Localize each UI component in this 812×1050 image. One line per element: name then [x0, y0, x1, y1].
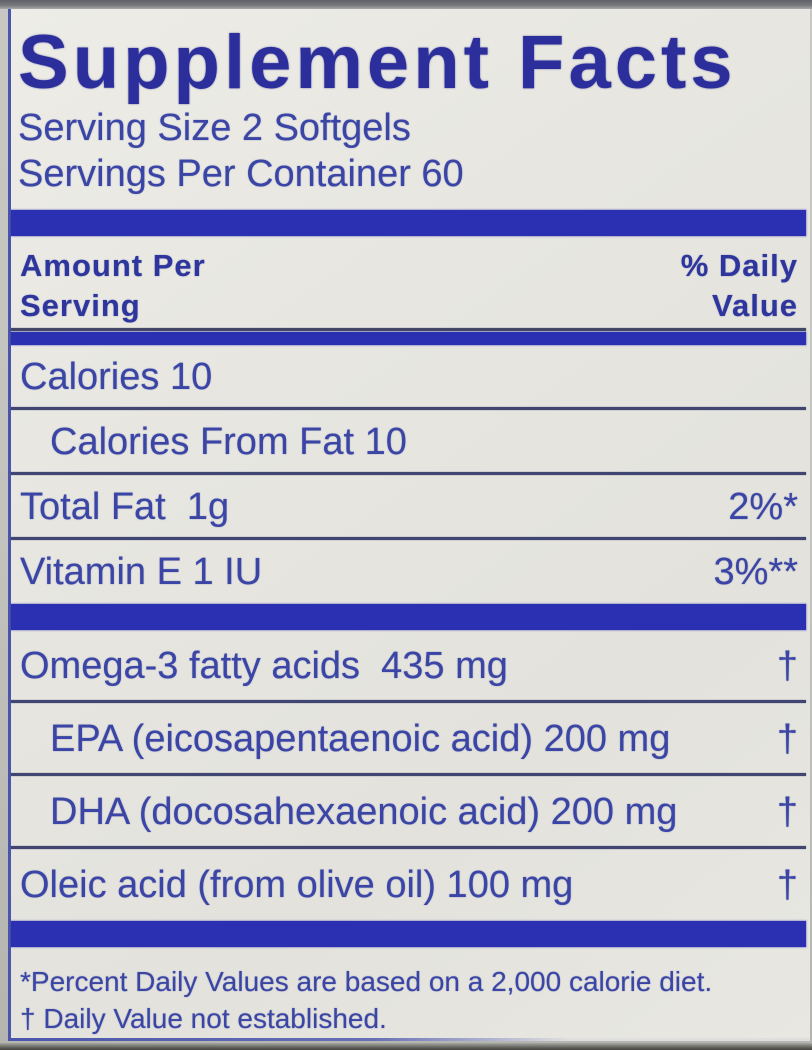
nutrient-name: Total Fat 1g: [20, 486, 230, 528]
photo-top-edge: [0, 0, 812, 9]
header-divider-bar: [11, 332, 806, 345]
supplement-facts-panel: Supplement Facts Serving Size 2 Softgels…: [8, 9, 810, 1041]
row-rule: [11, 773, 806, 776]
serving-label: Serving: [20, 288, 141, 323]
nutrient-row-vitamin-e: Vitamin E 1 IU 3%**: [18, 540, 800, 602]
footnote-daily-value-not-established: † Daily Value not established.: [20, 1003, 387, 1034]
amount-per-serving-header: Amount Per Serving: [20, 246, 206, 326]
nutrient-name: EPA (eicosapentaenoic acid) 200 mg: [50, 718, 671, 760]
section-divider-bar: [11, 921, 806, 947]
nutrient-row-calories: Calories 10: [18, 345, 800, 407]
nutrient-row-dha: DHA (docosahexaenoic acid) 200 mg †: [18, 776, 800, 846]
row-rule: [11, 537, 806, 540]
panel-title: Supplement Facts: [18, 20, 737, 105]
nutrient-name: Calories From Fat 10: [50, 421, 407, 463]
row-rule: [11, 700, 806, 703]
nutrient-name: Omega-3 fatty acids 435 mg: [20, 645, 508, 687]
row-rule: [11, 472, 806, 475]
nutrient-row-epa: EPA (eicosapentaenoic acid) 200 mg †: [18, 703, 800, 773]
footnotes: *Percent Daily Values are based on a 2,0…: [18, 963, 800, 1037]
nutrient-name: Calories 10: [20, 356, 213, 398]
percent-daily-value-header: % Daily Value: [681, 246, 798, 326]
header-rule: [11, 328, 806, 331]
footnote-percent-daily-values: *Percent Daily Values are based on a 2,0…: [20, 966, 713, 997]
nutrient-name: DHA (docosahexaenoic acid) 200 mg: [50, 791, 678, 833]
section-divider-bar: [11, 604, 806, 630]
nutrient-row-calories-from-fat: Calories From Fat 10: [18, 410, 800, 472]
column-header-row: Amount Per Serving % Daily Value: [18, 246, 800, 326]
nutrient-row-oleic-acid: Oleic acid (from olive oil) 100 mg †: [18, 849, 800, 919]
serving-size-line: Serving Size 2 Softgels: [18, 107, 411, 149]
nutrient-daily-value: 3%**: [713, 551, 799, 593]
nutrient-row-omega-3: Omega-3 fatty acids 435 mg †: [18, 630, 800, 700]
nutrient-name: Vitamin E 1 IU: [20, 551, 263, 593]
percent-daily-label: % Daily: [680, 248, 798, 283]
nutrient-daily-value: †: [776, 864, 798, 906]
nutrient-daily-value: 2%*: [728, 486, 798, 528]
servings-per-container-line: Servings Per Container 60: [18, 153, 464, 195]
row-rule: [11, 407, 806, 410]
nutrient-row-total-fat: Total Fat 1g 2%*: [18, 475, 800, 537]
amount-per-label: Amount Per: [20, 248, 206, 283]
row-rule: [11, 846, 806, 849]
photo-bottom-edge: [0, 1043, 812, 1050]
nutrient-name: Oleic acid (from olive oil) 100 mg: [20, 864, 574, 906]
value-label: Value: [712, 288, 798, 323]
nutrient-daily-value: †: [776, 645, 798, 687]
section-divider-bar: [11, 210, 806, 236]
nutrient-daily-value: †: [776, 718, 798, 760]
nutrient-daily-value: †: [776, 791, 798, 833]
